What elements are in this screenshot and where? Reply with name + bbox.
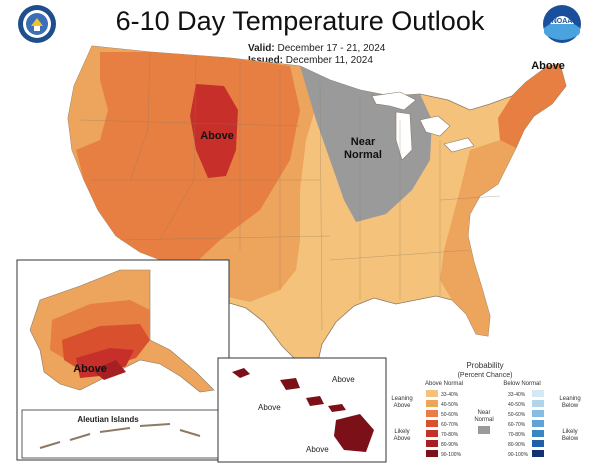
- legend-below-range-5: 80-90%: [508, 442, 526, 448]
- legend-below-swatch-4: [532, 430, 544, 437]
- legend-above-swatch-3: [426, 420, 438, 427]
- label-above-central: Above: [200, 130, 234, 142]
- label-hawaii-above-3: Above: [306, 445, 329, 454]
- legend-below-header: Below Normal: [503, 381, 540, 387]
- label-hawaii-above-1: Above: [332, 375, 355, 384]
- legend-near-normal-2: Normal: [474, 417, 493, 423]
- commerce-seal-icon: [18, 5, 56, 43]
- legend-below-range-2: 50-60%: [508, 412, 526, 418]
- legend-above-range-4: 70-80%: [441, 432, 459, 438]
- legend-near-normal-1: Near: [477, 410, 490, 416]
- legend-above-swatch-2: [426, 410, 438, 417]
- label-near-normal-2: Normal: [344, 149, 382, 161]
- legend-leaning-above-1: Leaning: [391, 396, 412, 402]
- issued-date: December 11, 2024: [285, 55, 373, 66]
- hawaii-inset: Above Above Above: [217, 357, 387, 463]
- legend-below-swatch-1: [532, 400, 544, 407]
- legend-above-swatch-0: [426, 390, 438, 397]
- hawaii-island-2: [280, 378, 300, 390]
- legend-above-range-0: 33-40%: [441, 392, 459, 398]
- legend-below-swatch-2: [532, 410, 544, 417]
- legend-leaning-above-2: Above: [393, 403, 411, 409]
- legend-above-swatch-1: [426, 400, 438, 407]
- legend-below-swatch-0: [532, 390, 544, 397]
- valid-label: Valid:: [248, 43, 275, 54]
- hawaii-island-4: [328, 404, 346, 412]
- label-near-normal-1: Near: [351, 136, 376, 148]
- conus-50-60-west: [76, 52, 300, 268]
- issued-line: Issued: December 11, 2024: [248, 55, 373, 66]
- state-lines: [79, 51, 501, 331]
- conus-50-60-ne: [498, 64, 566, 148]
- legend-title-1: Probability: [466, 361, 503, 370]
- aleutian-chain: [39, 423, 201, 449]
- legend-below-range-3: 60-70%: [508, 422, 526, 428]
- legend-leaning-below-2: Below: [562, 403, 579, 409]
- legend-rows: 33-40% 33-40% 40-50% 40-50% 50-60% 50-60% 60-7…: [426, 390, 544, 458]
- hawaii-island-1: [232, 368, 250, 378]
- legend-above-range-2: 50-60%: [441, 412, 459, 418]
- aleutian-label: Aleutian Islands: [77, 415, 139, 424]
- legend-leaning-below-1: Leaning: [559, 396, 580, 402]
- valid-dates: December 17 - 21, 2024: [277, 43, 386, 54]
- conus-60-70-core: [190, 84, 238, 178]
- noaa-logo-icon: NOAA: [543, 5, 581, 43]
- legend-near-swatch: [478, 426, 490, 434]
- legend-likely-above-2: Above: [393, 436, 411, 442]
- legend-above-range-5: 80-90%: [441, 442, 459, 448]
- svg-text:NOAA: NOAA: [552, 18, 573, 25]
- hawaii-big-island: [334, 414, 374, 452]
- legend-above-header: Above Normal: [425, 381, 463, 387]
- legend-below-range-6: 90-100%: [508, 452, 529, 458]
- valid-line: Valid: December 17 - 21, 2024: [248, 43, 385, 54]
- great-lakes: [371, 91, 475, 161]
- legend-below-range-0: 33-40%: [508, 392, 526, 398]
- legend-above-swatch-4: [426, 430, 438, 437]
- legend-above-swatch-5: [426, 440, 438, 447]
- issued-label: Issued:: [248, 55, 284, 66]
- hawaii-island-3: [306, 396, 324, 406]
- conus-40-50-east: [440, 140, 516, 336]
- legend-above-range-3: 60-70%: [441, 422, 459, 428]
- legend-likely-below-1: Likely: [562, 429, 577, 435]
- legend-below-range-1: 40-50%: [508, 402, 526, 408]
- alaska-70-80: [76, 348, 134, 378]
- legend-title-2: (Percent Chance): [458, 372, 513, 379]
- label-hawaii-above-2: Above: [258, 403, 281, 412]
- legend-above-range-6: 90-100%: [441, 452, 462, 458]
- alaska-inset: Aleutian Islands Above: [16, 259, 230, 461]
- legend-below-swatch-5: [532, 440, 544, 447]
- page-title: 6-10 Day Temperature Outlook: [115, 6, 485, 36]
- alaska-core: [92, 360, 126, 380]
- label-above-northeast: Above: [531, 60, 565, 72]
- legend-below-range-4: 70-80%: [508, 432, 526, 438]
- legend-below-swatch-6: [532, 450, 544, 457]
- legend-likely-above-1: Likely: [394, 429, 409, 435]
- legend: Probability (Percent Chance) Above Norma…: [391, 361, 580, 458]
- legend-likely-below-2: Below: [562, 436, 579, 442]
- legend-below-swatch-3: [532, 420, 544, 427]
- legend-above-swatch-6: [426, 450, 438, 457]
- label-above-alaska: Above: [73, 363, 107, 375]
- legend-above-range-1: 40-50%: [441, 402, 459, 408]
